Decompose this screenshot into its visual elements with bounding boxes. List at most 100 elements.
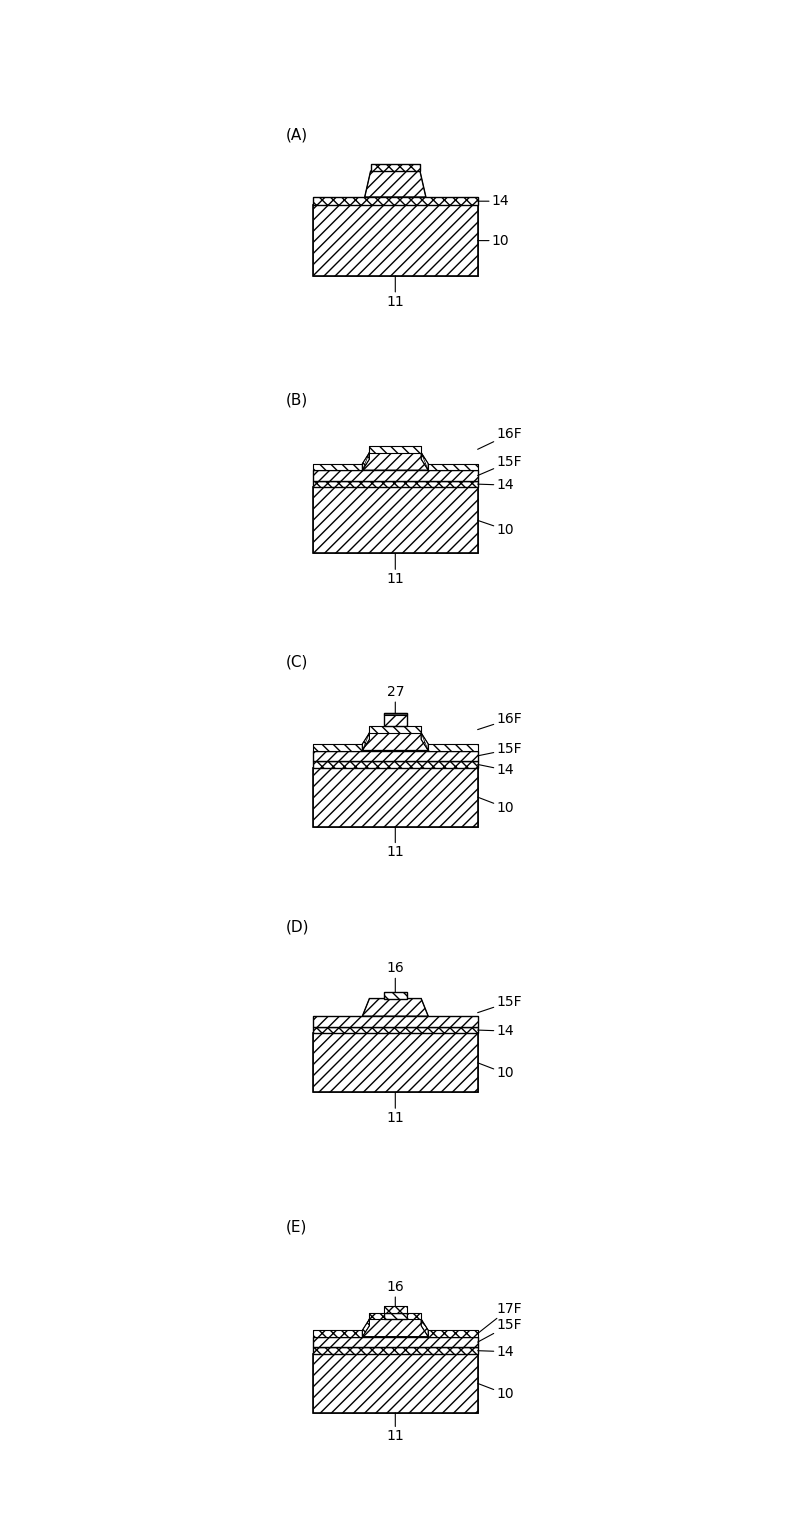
Bar bbox=[370, 446, 421, 452]
Bar bbox=[370, 1313, 383, 1319]
Text: 16: 16 bbox=[386, 1280, 404, 1305]
Text: 14: 14 bbox=[478, 478, 514, 492]
Text: 16F: 16F bbox=[478, 427, 522, 449]
Bar bbox=[313, 487, 478, 554]
Bar bbox=[428, 744, 478, 750]
Bar bbox=[383, 1313, 407, 1319]
Bar bbox=[313, 761, 478, 768]
Bar bbox=[313, 1330, 362, 1337]
Bar bbox=[383, 991, 407, 999]
Bar bbox=[428, 1330, 478, 1337]
Text: 10: 10 bbox=[478, 521, 514, 537]
Text: 11: 11 bbox=[386, 1093, 404, 1125]
Bar bbox=[370, 446, 421, 452]
Bar bbox=[313, 1330, 362, 1337]
Bar bbox=[313, 768, 478, 826]
Bar bbox=[313, 1354, 478, 1413]
Bar bbox=[407, 1313, 421, 1319]
Bar bbox=[428, 463, 478, 471]
Polygon shape bbox=[362, 1319, 428, 1337]
Polygon shape bbox=[362, 452, 370, 471]
Bar bbox=[313, 197, 478, 205]
Polygon shape bbox=[421, 452, 428, 471]
Text: 11: 11 bbox=[386, 554, 404, 586]
Text: 14: 14 bbox=[478, 194, 510, 208]
Bar bbox=[313, 481, 478, 487]
Text: (D): (D) bbox=[286, 920, 310, 935]
Bar bbox=[313, 471, 478, 481]
Bar bbox=[313, 744, 362, 750]
Bar bbox=[313, 205, 478, 276]
Bar bbox=[383, 1305, 407, 1313]
Bar bbox=[370, 1313, 383, 1319]
Bar bbox=[313, 1354, 478, 1413]
Bar bbox=[428, 1330, 478, 1337]
Polygon shape bbox=[421, 733, 428, 750]
Bar bbox=[313, 1348, 478, 1354]
Text: 15F: 15F bbox=[478, 996, 522, 1013]
Bar bbox=[313, 1034, 478, 1093]
Bar bbox=[370, 726, 421, 733]
Text: 14: 14 bbox=[478, 764, 514, 777]
Polygon shape bbox=[421, 1319, 428, 1337]
Bar bbox=[383, 1305, 407, 1313]
Text: 16: 16 bbox=[386, 961, 404, 991]
Text: 11: 11 bbox=[386, 1413, 404, 1444]
Bar bbox=[313, 1034, 478, 1093]
Bar bbox=[313, 1337, 478, 1348]
Text: 15F: 15F bbox=[478, 1318, 522, 1342]
Bar bbox=[313, 205, 478, 276]
Bar bbox=[370, 726, 421, 733]
Bar bbox=[313, 1016, 478, 1026]
Bar bbox=[370, 164, 420, 172]
Polygon shape bbox=[362, 999, 428, 1016]
Bar bbox=[313, 471, 478, 481]
Bar bbox=[313, 1026, 478, 1034]
Polygon shape bbox=[362, 452, 428, 471]
Bar bbox=[383, 1313, 407, 1319]
Bar bbox=[313, 197, 478, 205]
Bar bbox=[313, 750, 478, 761]
Bar bbox=[313, 481, 478, 487]
Bar bbox=[313, 487, 478, 554]
Bar bbox=[313, 1348, 478, 1354]
Text: 14: 14 bbox=[478, 1025, 514, 1038]
Text: (E): (E) bbox=[286, 1219, 307, 1234]
Bar bbox=[407, 1313, 421, 1319]
Polygon shape bbox=[362, 733, 428, 750]
Text: 10: 10 bbox=[478, 1383, 514, 1401]
Text: 10: 10 bbox=[478, 234, 510, 247]
Polygon shape bbox=[362, 733, 370, 750]
Text: (C): (C) bbox=[286, 654, 308, 669]
Bar bbox=[313, 750, 478, 761]
Text: 16F: 16F bbox=[478, 712, 522, 730]
Text: 10: 10 bbox=[478, 1063, 514, 1081]
Bar bbox=[370, 164, 420, 172]
Bar bbox=[313, 1026, 478, 1034]
Text: 14: 14 bbox=[478, 1345, 514, 1359]
Bar bbox=[313, 1337, 478, 1348]
Bar bbox=[313, 768, 478, 826]
Polygon shape bbox=[362, 1319, 370, 1337]
Polygon shape bbox=[365, 172, 426, 197]
Bar bbox=[428, 744, 478, 750]
Bar bbox=[383, 713, 407, 726]
Bar bbox=[313, 761, 478, 768]
Text: 27: 27 bbox=[386, 685, 404, 713]
Bar bbox=[313, 463, 362, 471]
Text: 10: 10 bbox=[478, 797, 514, 815]
Text: (B): (B) bbox=[286, 393, 308, 408]
Text: 11: 11 bbox=[386, 826, 404, 859]
Bar bbox=[383, 713, 407, 726]
Bar bbox=[313, 463, 362, 471]
Text: 15F: 15F bbox=[478, 455, 522, 475]
Text: 11: 11 bbox=[386, 276, 404, 308]
Bar bbox=[313, 1016, 478, 1026]
Bar bbox=[383, 713, 407, 715]
Text: 17F: 17F bbox=[478, 1301, 522, 1333]
Text: 15F: 15F bbox=[478, 742, 522, 756]
Bar bbox=[383, 991, 407, 999]
Bar bbox=[428, 463, 478, 471]
Bar bbox=[313, 744, 362, 750]
Text: (A): (A) bbox=[286, 128, 308, 143]
